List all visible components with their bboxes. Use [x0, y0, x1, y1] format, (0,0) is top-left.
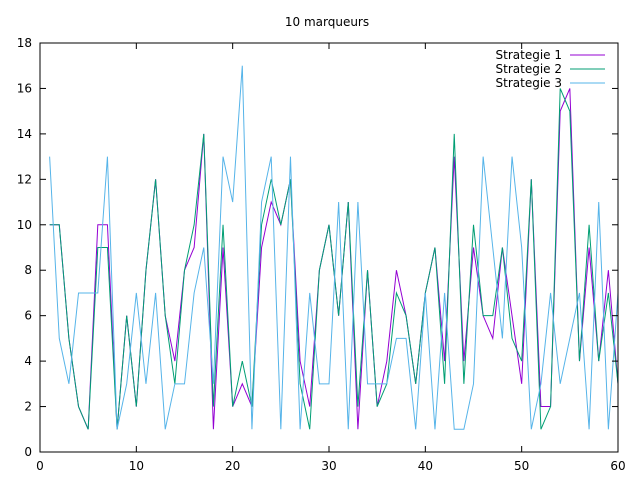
y-tick-label: 12	[17, 172, 32, 186]
y-tick-label: 4	[24, 354, 32, 368]
series-line-1	[49, 88, 619, 430]
x-tick-label: 10	[129, 459, 144, 473]
legend-label: Strategie 1	[496, 48, 562, 62]
y-tick-label: 10	[17, 218, 32, 232]
x-tick-label: 40	[418, 459, 433, 473]
x-tick-label: 60	[610, 459, 625, 473]
y-tick-label: 0	[24, 445, 32, 459]
y-tick-label: 16	[17, 81, 32, 95]
axes-layer: 0 2 4 6 8 10 12 14 16 18 0 10 20 30 40 50 60	[17, 36, 626, 473]
legend-label: Strategie 2	[496, 62, 562, 76]
plot-frame	[39, 42, 619, 453]
y-tick-label: 18	[17, 36, 32, 50]
x-tick-label: 50	[514, 459, 529, 473]
y-tick-label: 8	[24, 263, 32, 277]
y-tick-label: 6	[24, 309, 32, 323]
x-tick-label: 20	[225, 459, 240, 473]
x-tick-label: 30	[321, 459, 336, 473]
y-tick-label: 14	[17, 127, 32, 141]
series-layer	[49, 65, 619, 430]
legend-label: Strategie 3	[496, 76, 562, 90]
y-tick-label: 2	[24, 400, 32, 414]
chart-title: 10 marqueurs	[285, 15, 369, 29]
series-line-3	[49, 65, 619, 430]
x-tick-label: 0	[36, 459, 44, 473]
series-line-2	[49, 88, 619, 430]
